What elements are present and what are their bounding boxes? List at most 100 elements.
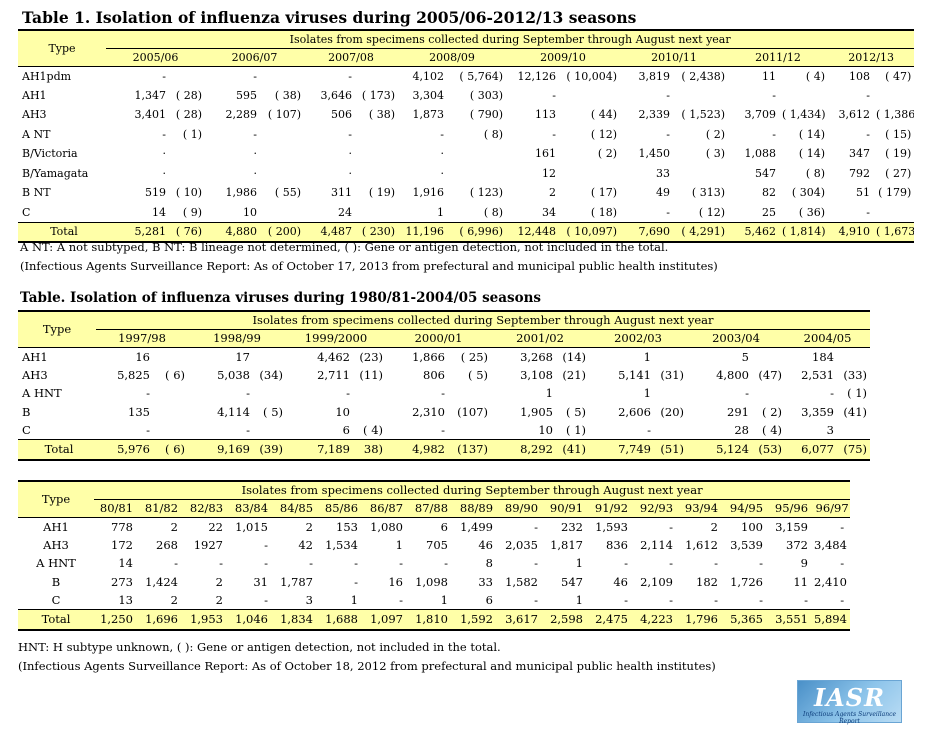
season-header: 1999/2000 [286, 328, 386, 348]
isolate-count: - [264, 593, 268, 607]
isolate-count: 7,690 [620, 221, 676, 243]
detection-count: ( 303) [469, 88, 503, 102]
detection-count [356, 384, 386, 403]
isolate-count: - [745, 386, 749, 401]
isolate-count: - [714, 593, 718, 607]
isolate-count: 135 [128, 404, 150, 419]
isolate-count: 4,880 [205, 221, 263, 243]
isolate-count: 2,711 [317, 367, 350, 382]
isolate-count: 232 [561, 519, 583, 534]
row-type: B/Victoria [22, 147, 78, 161]
isolate-count: 1,953 [184, 609, 229, 631]
isolate-count: 2,606 [618, 404, 651, 419]
detection-count: ( 1,673) [876, 221, 915, 243]
detection-count: ( 179) [878, 186, 912, 200]
season-header: 87/88 [409, 498, 454, 518]
detection-count: (41) [843, 404, 868, 419]
isolate-count: 46 [613, 574, 628, 589]
isolate-count: 1 [575, 593, 583, 607]
isolate-count: 7,749 [589, 439, 657, 461]
table-row: B NT 519 ( 10) 1,986 ( 55) 311 ( 19) 1,916 ( 123… [18, 183, 914, 203]
season-header: 80/81 [94, 498, 139, 518]
isolate-count: - [399, 593, 403, 607]
isolate-count: 1,534 [325, 537, 358, 552]
isolate-count: 1,347 [134, 88, 167, 102]
isolate-count: 8 [485, 556, 493, 571]
isolate-count: 82 [762, 186, 776, 200]
detection-count: (11) [359, 367, 383, 382]
isolate-count: 519 [145, 186, 166, 200]
detection-count: ( 1) [566, 423, 586, 437]
detection-count: ( 12) [590, 127, 617, 141]
isolate-count: 11 [762, 69, 776, 83]
season-header: 2003/04 [687, 328, 785, 348]
isolate-count: - [772, 127, 776, 141]
isolate-count: 24 [338, 205, 352, 219]
isolate-count: - [444, 556, 448, 571]
iasr-logo-subtext: Infectious Agents Surveillance Report [802, 711, 897, 725]
isolate-count: 3 [826, 423, 834, 437]
isolate-count: - [264, 537, 268, 552]
isolate-count: 2 [170, 593, 178, 607]
season-header: 84/85 [274, 498, 319, 518]
detection-count: (23) [359, 349, 383, 364]
detection-count [840, 347, 870, 366]
isolate-count: 16 [388, 574, 403, 589]
detection-count: ( 5) [566, 404, 586, 419]
table-row: A NT - ( 1) - - - ( 8) - ( 12) - ( 2) - ( 14) - ( 15) [18, 125, 914, 145]
season-header: 96/97 [814, 498, 851, 518]
isolate-count: - [246, 386, 250, 401]
detection-count: ( 6) [165, 367, 185, 382]
detection-count [876, 203, 914, 223]
row-type: B [51, 574, 61, 589]
detection-count: 38) [356, 439, 386, 461]
isolate-count: 1,696 [139, 609, 184, 631]
detection-count: ( 1,814) [782, 221, 828, 243]
isolate-count: 1,080 [370, 519, 403, 534]
season-header: 2004/05 [785, 328, 871, 348]
total-row: Total 1,250 1,696 1,953 1,046 1,834 1,688 1,097… [18, 609, 851, 631]
isolate-count: 372 [786, 537, 808, 552]
isolate-count: 108 [849, 69, 870, 83]
isolate-count: 2,289 [225, 108, 258, 122]
isolate-count: - [830, 386, 834, 401]
season-header: 2006/07 [205, 47, 304, 67]
detection-count [263, 203, 304, 223]
detection-count: ( 14) [798, 127, 825, 141]
isolate-count: 2 [215, 593, 223, 607]
isolate-count: · [440, 147, 445, 161]
isolate-count: - [624, 556, 628, 571]
detection-count: ( 2) [597, 147, 617, 161]
isolate-count: 8,292 [491, 439, 559, 461]
isolate-count: 1,986 [225, 186, 258, 200]
row-type: C [51, 593, 61, 607]
isolate-count: - [840, 593, 845, 607]
isolate-count: 34 [542, 205, 556, 219]
isolate-count: 3,819 [638, 69, 671, 83]
isolate-count: 153 [336, 519, 358, 534]
season-header: 2009/10 [506, 47, 620, 67]
detection-count: (33) [843, 367, 868, 382]
detection-count [657, 384, 687, 403]
table-row: AH3 3,401 ( 28) 2,289 ( 107) 506 ( 38) 1,873 ( 7… [18, 105, 914, 125]
isolate-count: - [346, 386, 350, 401]
isolate-count: - [866, 88, 870, 102]
row-type: AH1 [22, 88, 47, 102]
isolate-count: 547 [755, 166, 776, 180]
detection-count: ( 2) [705, 127, 725, 141]
isolate-count: 705 [426, 537, 448, 552]
detection-count [755, 384, 785, 403]
isolate-count: 1,916 [412, 186, 445, 200]
header-row: Type Isolates from specimens collected du… [18, 310, 871, 348]
isolate-count: · [348, 147, 353, 161]
detection-count: ( 123) [469, 186, 503, 200]
season-header: 1997/98 [96, 328, 188, 348]
isolate-count: 10 [538, 423, 553, 437]
detection-count: (53) [755, 439, 785, 461]
type-header: Type [18, 29, 106, 67]
isolate-count: 595 [236, 88, 257, 102]
table-row: AH1pdm - - - 4,102 ( 5,764) 12,126 ( 10,004) 3,8… [18, 66, 914, 86]
isolate-count: 12,126 [517, 69, 557, 83]
isolate-count: · [162, 147, 167, 161]
table-row: AH1 16 17 4,462 (23) 1,866 ( 25) 3,268 (14) 1 5 184 [18, 347, 870, 366]
